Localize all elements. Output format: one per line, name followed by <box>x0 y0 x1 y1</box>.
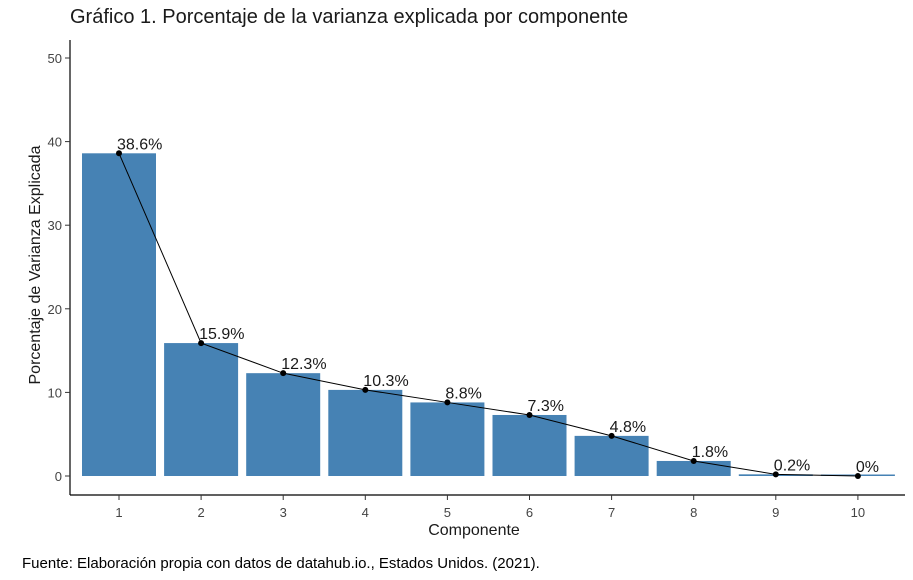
bar-6 <box>492 414 567 476</box>
data-label-10: 0% <box>856 459 879 476</box>
bar-3 <box>246 373 321 476</box>
axes-layer: 0 10 20 30 40 50 1 2 3 4 5 6 7 8 9 10 <box>48 40 905 520</box>
point-1 <box>116 150 122 157</box>
x-axis-title: Componente <box>428 522 520 539</box>
bar-4 <box>328 389 403 476</box>
y-tick-label-10: 10 <box>48 385 62 400</box>
point-6 <box>526 411 533 418</box>
x-tick-label-4: 4 <box>362 505 369 520</box>
data-label-1: 38.6% <box>117 136 162 153</box>
x-tick-label-1: 1 <box>115 505 122 520</box>
data-labels-layer: 38.6% 15.9% 12.3% 10.3% 8.8% 7.3% 4.8% 1.8% 0.2%… <box>117 136 879 476</box>
data-label-4: 10.3% <box>363 373 408 390</box>
data-label-9: 0.2% <box>774 457 810 474</box>
point-4 <box>362 386 369 393</box>
y-tick-label-30: 30 <box>48 218 62 233</box>
point-2 <box>198 340 205 347</box>
data-label-2: 15.9% <box>199 326 244 343</box>
y-tick-label-0: 0 <box>55 469 62 484</box>
bar-1 <box>82 153 156 476</box>
data-label-3: 12.3% <box>281 356 326 373</box>
source-note: Fuente: Elaboración propia con datos de … <box>22 555 540 572</box>
data-label-8: 1.8% <box>692 444 728 461</box>
y-tick-label-40: 40 <box>48 135 62 150</box>
point-10 <box>854 473 861 479</box>
point-9 <box>772 471 779 478</box>
chart-title: Gráfico 1. Porcentaje de la varianza exp… <box>70 6 629 28</box>
y-axis-title: Porcentaje de Varianza Explicada <box>27 145 44 384</box>
x-tick-label-7: 7 <box>608 505 615 520</box>
point-8 <box>690 457 697 464</box>
point-5 <box>444 399 451 406</box>
x-tick-label-3: 3 <box>280 505 287 520</box>
bar-7 <box>574 435 649 476</box>
bars-layer <box>82 153 895 476</box>
x-tick-label-8: 8 <box>690 505 697 520</box>
y-tick-label-50: 50 <box>48 51 62 66</box>
bar-5 <box>410 402 485 476</box>
bar-8 <box>656 460 731 476</box>
x-tick-label-6: 6 <box>526 505 533 520</box>
point-7 <box>608 432 615 439</box>
data-label-6: 7.3% <box>528 398 564 415</box>
x-tick-label-5: 5 <box>444 505 451 520</box>
trend-line <box>118 153 858 477</box>
x-tick-label-10: 10 <box>851 505 865 520</box>
bar-2 <box>164 343 239 476</box>
line-layer <box>116 150 861 479</box>
y-tick-label-20: 20 <box>48 302 62 317</box>
x-tick-label-9: 9 <box>772 505 779 520</box>
data-label-7: 4.8% <box>610 419 646 436</box>
point-3 <box>280 370 287 377</box>
data-label-5: 8.8% <box>445 385 481 402</box>
x-tick-label-2: 2 <box>197 505 204 520</box>
